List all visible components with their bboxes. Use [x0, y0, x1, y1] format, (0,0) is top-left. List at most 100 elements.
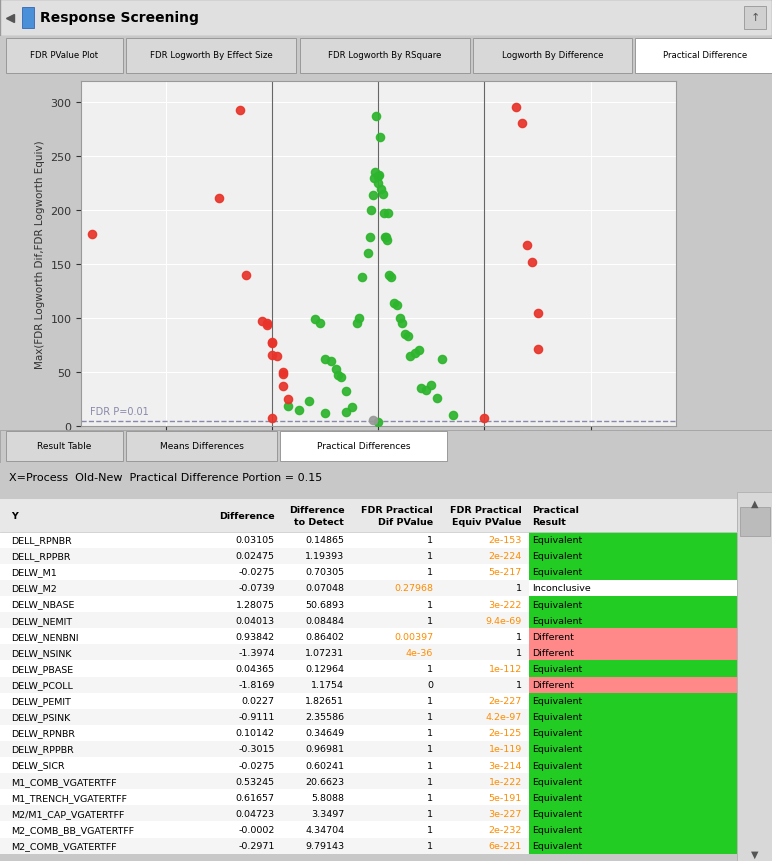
- Text: 1e-119: 1e-119: [489, 745, 522, 753]
- Text: 0.07048: 0.07048: [305, 584, 344, 593]
- Bar: [0, 709, 737, 725]
- Bar: [529, 790, 737, 805]
- Point: [213, 192, 225, 206]
- FancyBboxPatch shape: [126, 39, 296, 74]
- Bar: [529, 564, 737, 580]
- Point: [378, 231, 391, 245]
- Text: 1: 1: [427, 841, 433, 850]
- Bar: [0, 500, 737, 532]
- Text: 0.10142: 0.10142: [235, 728, 275, 738]
- Text: Equivalent: Equivalent: [532, 712, 582, 722]
- Bar: [0, 612, 737, 629]
- Point: [330, 362, 342, 376]
- Point: [340, 406, 353, 419]
- Text: 0.0227: 0.0227: [242, 697, 275, 705]
- Text: Equivalent: Equivalent: [532, 760, 582, 770]
- Text: Different: Different: [532, 632, 574, 641]
- Point: [420, 384, 432, 398]
- Text: Y: Y: [11, 511, 18, 520]
- Point: [324, 355, 337, 369]
- FancyBboxPatch shape: [473, 39, 632, 74]
- Text: DELW_PSINK: DELW_PSINK: [11, 712, 70, 722]
- FancyBboxPatch shape: [280, 432, 447, 461]
- Bar: [0, 805, 737, 821]
- Text: -0.9111: -0.9111: [239, 712, 275, 722]
- Bar: [529, 725, 737, 741]
- Point: [266, 348, 278, 362]
- Point: [361, 247, 374, 261]
- Point: [266, 336, 278, 350]
- Point: [261, 317, 273, 331]
- Point: [309, 313, 321, 326]
- Text: 3e-214: 3e-214: [489, 760, 522, 770]
- Text: FDR Practical
Equiv PValue: FDR Practical Equiv PValue: [450, 506, 522, 526]
- Text: -0.0275: -0.0275: [239, 567, 275, 577]
- Text: 0.00397: 0.00397: [394, 632, 433, 641]
- Text: -0.0739: -0.0739: [239, 584, 275, 593]
- Text: FDR Logworth By Effect Size: FDR Logworth By Effect Size: [150, 51, 273, 60]
- Text: 1e-112: 1e-112: [489, 664, 522, 673]
- Point: [479, 412, 491, 425]
- Text: -1.3974: -1.3974: [239, 648, 275, 657]
- Text: 0.03105: 0.03105: [235, 536, 275, 544]
- Point: [380, 231, 392, 245]
- Bar: [740, 507, 770, 536]
- Bar: [737, 492, 772, 861]
- Text: DELW_PBASE: DELW_PBASE: [11, 664, 73, 673]
- Text: Equivalent: Equivalent: [532, 745, 582, 753]
- Bar: [529, 629, 737, 645]
- Text: 0.04365: 0.04365: [235, 664, 275, 673]
- Text: 4.34704: 4.34704: [305, 825, 344, 834]
- Text: 0.93842: 0.93842: [235, 632, 275, 641]
- Point: [282, 393, 294, 406]
- Bar: [529, 838, 737, 853]
- Point: [412, 344, 425, 358]
- Point: [372, 170, 384, 183]
- Text: Means Differences: Means Differences: [160, 442, 243, 450]
- Text: M2_COMB_BB_VGATERTFF: M2_COMB_BB_VGATERTFF: [11, 825, 134, 834]
- Text: 2e-153: 2e-153: [489, 536, 522, 544]
- Text: FDR Logworth By RSquare: FDR Logworth By RSquare: [328, 51, 442, 60]
- Text: DELW_M2: DELW_M2: [11, 584, 56, 593]
- Bar: [529, 805, 737, 821]
- Text: DELW_SICR: DELW_SICR: [11, 760, 64, 770]
- Text: 0.12964: 0.12964: [305, 664, 344, 673]
- Text: 1.19393: 1.19393: [305, 552, 344, 561]
- Text: Equivalent: Equivalent: [532, 552, 582, 561]
- Text: 0.27968: 0.27968: [394, 584, 433, 593]
- Text: 6e-221: 6e-221: [489, 841, 522, 850]
- Text: 0.34649: 0.34649: [305, 728, 344, 738]
- Point: [425, 379, 438, 393]
- Text: -1.8169: -1.8169: [239, 680, 275, 690]
- Text: 1: 1: [427, 536, 433, 544]
- Text: FDR P=0.01: FDR P=0.01: [90, 407, 148, 417]
- Text: 1: 1: [427, 712, 433, 722]
- Bar: [529, 612, 737, 629]
- Text: 5.8088: 5.8088: [311, 793, 344, 802]
- Point: [86, 227, 98, 241]
- Point: [374, 131, 387, 145]
- Bar: [0, 773, 737, 790]
- Text: 3.3497: 3.3497: [311, 809, 344, 818]
- Text: 1: 1: [516, 648, 522, 657]
- Bar: [529, 757, 737, 773]
- Bar: [529, 741, 737, 757]
- Point: [276, 368, 289, 381]
- Text: Equivalent: Equivalent: [532, 793, 582, 802]
- Bar: [744, 7, 766, 30]
- Text: DELW_NEMIT: DELW_NEMIT: [11, 616, 72, 625]
- Text: 3e-227: 3e-227: [489, 809, 522, 818]
- Point: [332, 369, 344, 382]
- Text: 0.02475: 0.02475: [235, 552, 275, 561]
- Text: 1: 1: [427, 777, 433, 786]
- Text: 1: 1: [427, 664, 433, 673]
- Point: [526, 256, 538, 269]
- Text: 1: 1: [516, 584, 522, 593]
- Text: Equivalent: Equivalent: [532, 600, 582, 609]
- Point: [394, 312, 406, 325]
- Text: Logworth By Difference: Logworth By Difference: [502, 51, 604, 60]
- Text: Result Table: Result Table: [37, 442, 92, 450]
- Bar: [22, 8, 34, 29]
- Text: Equivalent: Equivalent: [532, 664, 582, 673]
- Text: 2.35586: 2.35586: [305, 712, 344, 722]
